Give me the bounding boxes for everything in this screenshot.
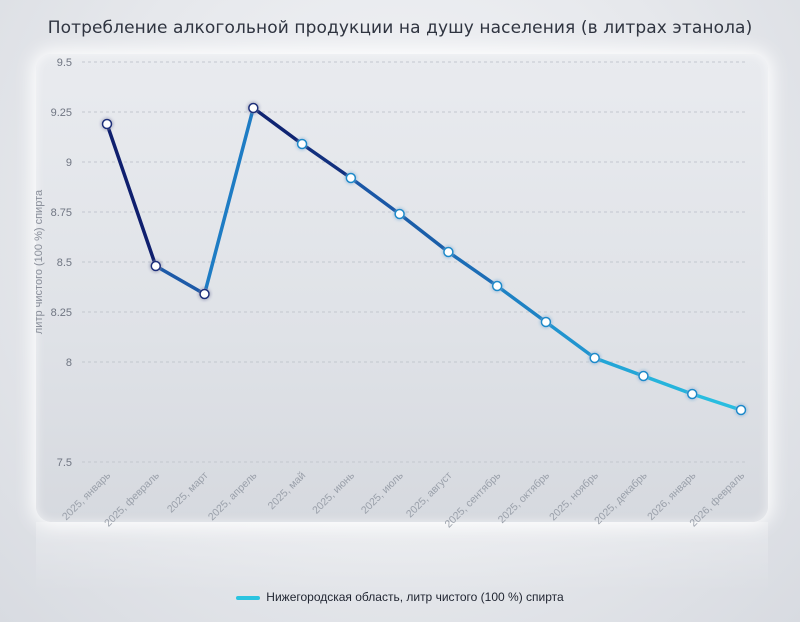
y-tick-label: 7.5: [57, 457, 72, 469]
y-tick-label: 8.25: [51, 307, 72, 319]
series-segment: [300, 142, 353, 180]
data-point: [491, 280, 503, 292]
series-segment: [349, 176, 402, 216]
data-point: [686, 388, 698, 400]
x-tick-label: 2025, апрель: [206, 469, 260, 523]
y-tick-label: 8.75: [51, 207, 72, 219]
series-segment: [544, 320, 597, 360]
series-segment: [105, 122, 158, 268]
x-tick-label: 2025, январь: [60, 469, 114, 523]
series-segment: [641, 374, 694, 396]
data-point: [199, 288, 210, 300]
series-segment: [397, 212, 451, 254]
legend: Нижегородская область, литр чистого (100…: [0, 590, 800, 604]
data-point: [638, 370, 649, 382]
series-segment: [495, 284, 548, 324]
x-tick-label: 2025, июнь: [310, 469, 357, 516]
legend-label: Нижегородская область, литр чистого (100…: [266, 590, 564, 604]
x-tick-label: 2025, июль: [359, 469, 406, 516]
grid-lines: [82, 61, 745, 463]
data-point: [443, 246, 454, 258]
data-point: [345, 172, 357, 184]
panel-reflection: [36, 522, 768, 592]
chart-title: Потребление алкогольной продукции на душ…: [47, 18, 753, 38]
data-point: [589, 352, 600, 364]
series-segment: [592, 356, 646, 378]
data-point: [735, 404, 747, 416]
data-point: [248, 102, 259, 114]
x-tick-label: 2025, март: [165, 470, 211, 516]
y-tick-label: 8.5: [57, 257, 72, 269]
data-point: [296, 138, 308, 150]
y-tick-label: 9: [66, 157, 72, 169]
series-segment: [154, 264, 207, 296]
series-group: [101, 102, 747, 416]
y-tick-label: 9.5: [57, 57, 72, 69]
y-axis-label: литр чистого (100 %) спирта: [33, 189, 45, 334]
series-segment: [251, 106, 304, 146]
data-point: [150, 260, 162, 272]
series-segment: [202, 106, 256, 296]
x-tick-label: 2026, январь: [645, 469, 699, 523]
series-segment: [690, 392, 743, 412]
x-tick-label: 2025, май: [266, 470, 309, 513]
chart-panel: [36, 54, 768, 522]
x-tick-label: 2025, август: [404, 470, 455, 521]
y-axis-ticks: 7.5 8 8.25 8.5 8.75 9 9.25 9.5: [51, 57, 72, 469]
x-tick-label: 2025, декабрь: [592, 469, 650, 527]
data-point: [540, 316, 552, 328]
data-point: [101, 118, 113, 130]
series-segment: [446, 250, 499, 288]
legend-swatch: [236, 595, 261, 600]
x-tick-label: 2025, ноябрь: [547, 469, 601, 523]
y-tick-label: 9.25: [51, 107, 72, 119]
data-point: [394, 208, 405, 220]
y-tick-label: 8: [66, 357, 72, 369]
x-tick-label: 2025, октябрь: [496, 469, 553, 526]
